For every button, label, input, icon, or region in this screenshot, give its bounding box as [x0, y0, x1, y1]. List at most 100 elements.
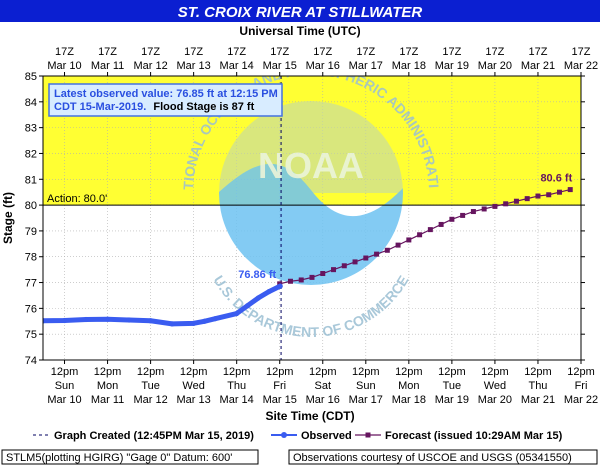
bottom-tick-label: Fri — [273, 380, 286, 392]
observed-point — [234, 310, 240, 317]
action-stage-label: Action: 80.0' — [47, 193, 107, 205]
forecast-point — [320, 271, 326, 277]
top-tick-label: 17Z — [313, 46, 332, 58]
top-tick-label: Mar 20 — [478, 60, 512, 72]
observed-value-label: 76.86 ft — [238, 269, 276, 281]
latest-line1: Latest observed value: 76.85 ft at 12:15… — [54, 88, 278, 100]
y-tick-label: 78 — [25, 252, 37, 264]
bottom-tick-label: Thu — [528, 380, 547, 392]
bottom-tick-label: 12pm — [266, 366, 294, 378]
footer-datum: STLM5(plotting HGIRG) "Gage 0" Datum: 60… — [6, 452, 232, 464]
bottom-tick-label: 12pm — [309, 366, 337, 378]
observed-point — [244, 303, 251, 309]
observed-point — [201, 318, 207, 324]
top-tick-label: Mar 11 — [91, 60, 124, 72]
forecast-point — [503, 201, 509, 207]
chart-title: ST. CROIX RIVER AT STILLWATER — [178, 4, 423, 21]
bottom-x-axis: 12pm Sun Mar 10 12pm Mon Mar 11 12pm Tue Mar 12 1… — [47, 360, 598, 406]
top-tick-label: 17Z — [442, 46, 461, 58]
y-tick-label: 84 — [25, 97, 37, 109]
y-tick-label: 76 — [25, 303, 37, 315]
bottom-tick-label: Thu — [227, 380, 246, 392]
bottom-tick-label: Fri — [575, 380, 588, 392]
forecast-point — [417, 232, 423, 238]
forecast-point — [524, 196, 530, 202]
footer: STLM5(plotting HGIRG) "Gage 0" Datum: 60… — [1, 449, 598, 465]
y-tick-label: 85 — [25, 71, 37, 83]
top-tick-label: 17Z — [270, 46, 289, 58]
top-tick-label: Mar 15 — [263, 60, 297, 72]
top-tick-label: Mar 22 — [564, 60, 598, 72]
bottom-tick-label: Mar 19 — [435, 394, 469, 406]
plot-border — [42, 75, 582, 361]
forecast-line — [279, 189, 571, 285]
observed-point — [104, 316, 111, 322]
footer-credits: Observations courtesy of USCOE and USGS … — [293, 452, 572, 464]
top-tick-label: 17Z — [227, 46, 246, 58]
forecast-point — [427, 227, 433, 233]
bottom-tick-label: 12pm — [51, 366, 79, 378]
bottom-tick-label: Sun — [356, 380, 376, 392]
y-axis: 74 75 76 77 78 79 80 81 82 83 84 85 — [25, 71, 585, 367]
top-tick-label: 17Z — [356, 46, 375, 58]
top-tick-label: 17Z — [141, 46, 160, 58]
footer-left-box — [1, 449, 259, 465]
watermark-water — [219, 163, 403, 285]
forecast-point — [395, 242, 401, 248]
observed-point — [43, 318, 46, 324]
bottom-tick-label: Mar 14 — [220, 394, 254, 406]
forecast-point — [374, 251, 380, 257]
bottom-tick-label: Wed — [484, 380, 506, 392]
forecast-point — [287, 278, 293, 284]
top-x-axis: 17Z Mar 10 17Z Mar 11 17Z Mar 12 17Z Mar 13 17Z M… — [47, 46, 598, 76]
bottom-tick-label: Tue — [443, 380, 462, 392]
legend-created-label: Graph Created (12:45PM Mar 15, 2019) — [54, 430, 254, 442]
bottom-tick-label: 12pm — [180, 366, 208, 378]
bottom-tick-label: Mar 10 — [47, 394, 81, 406]
forecast-point — [449, 216, 455, 222]
top-tick-label: Mar 21 — [521, 60, 555, 72]
forecast-point — [460, 212, 466, 218]
observed-point — [191, 320, 197, 326]
forecast-point — [546, 192, 552, 198]
top-tick-label: Mar 16 — [306, 60, 340, 72]
legend-forecast-marker — [365, 432, 371, 438]
legend-observed-marker — [281, 432, 287, 438]
forecast-point — [492, 203, 498, 209]
y-tick-label: 80 — [25, 200, 37, 212]
bottom-tick-label: 12pm — [524, 366, 552, 378]
bottom-tick-label: Mar 12 — [133, 394, 167, 406]
top-tick-label: 17Z — [98, 46, 117, 58]
observed-point — [266, 288, 272, 295]
bottom-tick-label: Mar 22 — [564, 394, 598, 406]
observed-point — [277, 283, 283, 289]
latest-line2-flood: Flood Stage is 87 ft — [153, 101, 254, 113]
bottom-tick-label: Mar 18 — [392, 394, 426, 406]
forecast-point — [481, 206, 487, 212]
y-tick-label: 77 — [25, 278, 37, 290]
bottom-tick-label: 12pm — [395, 366, 423, 378]
y-tick-label: 74 — [25, 355, 37, 367]
y-tick-label: 82 — [25, 148, 37, 160]
forecast-point — [535, 193, 541, 199]
top-tick-label: Mar 19 — [435, 60, 469, 72]
bottom-axis-title: Site Time (CDT) — [265, 409, 354, 423]
forecast-point — [363, 255, 369, 261]
bottom-tick-label: Sat — [315, 380, 332, 392]
forecast-point — [556, 189, 562, 195]
latest-line2-date: CDT 15-Mar-2019. — [54, 101, 146, 113]
bottom-tick-label: Mar 13 — [177, 394, 211, 406]
top-tick-label: 17Z — [184, 46, 203, 58]
forecast-point — [298, 277, 304, 283]
y-axis-title: Stage (ft) — [1, 192, 15, 244]
bottom-tick-label: Mon — [97, 380, 118, 392]
top-tick-label: 17Z — [55, 46, 74, 58]
bottom-tick-label: Tue — [141, 380, 160, 392]
top-tick-label: 17Z — [485, 46, 504, 58]
forecast-value-label: 80.6 ft — [540, 173, 572, 185]
forecast-point — [309, 274, 315, 280]
latest-line2: CDT 15-Mar-2019. Flood Stage is 87 ft — [54, 101, 255, 113]
title-bar — [0, 0, 600, 22]
forecast-point — [513, 198, 519, 204]
